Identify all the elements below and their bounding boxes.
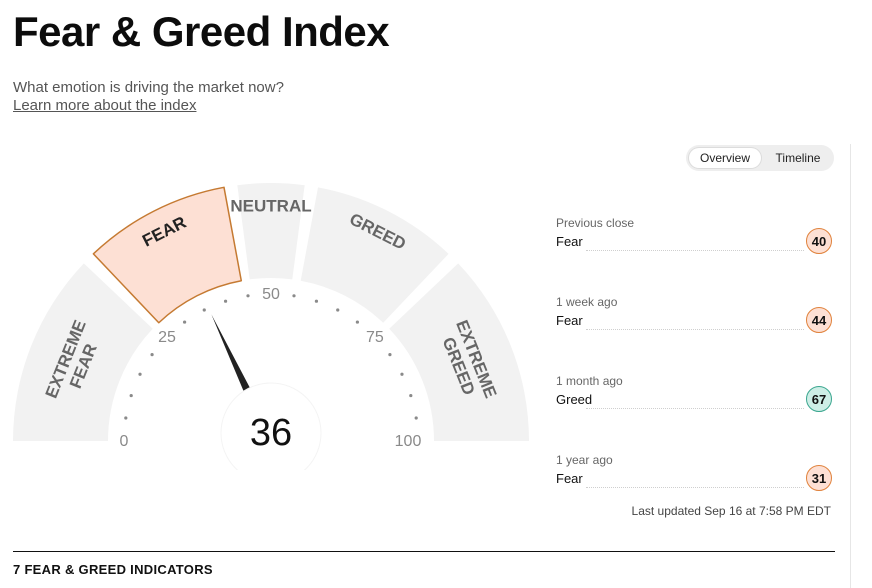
scale-dot: [202, 308, 206, 312]
scale-dot: [336, 308, 340, 312]
gauge-segment-fear: [92, 186, 243, 324]
history-item-previous-close: Previous close Fear 40: [556, 216, 832, 264]
gauge-value: 36: [250, 412, 292, 454]
history-label: Previous close: [556, 216, 635, 230]
gauge-center-bubble: [220, 382, 322, 470]
scale-dot: [129, 393, 133, 398]
scale-label: 75: [366, 329, 384, 346]
history-item-1-week: 1 week ago Fear 44: [556, 295, 832, 343]
gauge-segment-label: NEUTRAL: [230, 197, 311, 216]
scale-dot: [355, 320, 360, 324]
history-item-1-year: 1 year ago Fear 31: [556, 453, 832, 501]
scale-dot: [182, 320, 187, 324]
scale-label: 50: [262, 286, 280, 303]
history-label: 1 month ago: [556, 374, 623, 388]
fear-greed-gauge: EXTREMEFEARFEARNEUTRALGREEDEXTREMEGREED0…: [13, 183, 529, 470]
scale-dot: [388, 352, 392, 357]
dotted-leader: [586, 408, 804, 409]
column-divider: [850, 144, 851, 588]
dotted-leader: [586, 250, 804, 251]
dotted-leader: [586, 329, 804, 330]
scale-dot: [414, 416, 418, 420]
tab-overview[interactable]: Overview: [689, 148, 761, 168]
scale-label: 0: [120, 433, 129, 450]
scale-dot: [400, 372, 404, 376]
gauge-segment-greed: [300, 187, 449, 323]
history-value-badge: 40: [806, 228, 832, 254]
history-sentiment: Fear: [556, 234, 583, 249]
history-sentiment: Greed: [556, 392, 593, 407]
page-subtitle: What emotion is driving the market now?: [13, 79, 284, 96]
dotted-leader: [586, 487, 804, 488]
history-sentiment: Fear: [556, 471, 583, 486]
scale-dot: [138, 372, 142, 376]
last-updated: Last updated Sep 16 at 7:58 PM EDT: [631, 504, 831, 518]
section-divider: [13, 551, 835, 552]
scale-dot: [124, 416, 128, 420]
gauge-segment-extreme-greed: [389, 263, 529, 441]
page-title: Fear & Greed Index: [13, 8, 390, 55]
history-value-badge: 31: [806, 465, 832, 491]
indicators-heading: 7 FEAR & GREED INDICATORS: [13, 562, 213, 577]
scale-label: 25: [158, 329, 176, 346]
history-item-1-month: 1 month ago Greed 67: [556, 374, 832, 422]
scale-label: 100: [395, 433, 422, 450]
history-label: 1 year ago: [556, 453, 613, 467]
scale-dot: [246, 294, 250, 298]
tab-timeline[interactable]: Timeline: [775, 151, 821, 165]
view-toggle: Overview Timeline: [686, 145, 834, 171]
scale-dot: [223, 299, 228, 303]
history-label: 1 week ago: [556, 295, 618, 309]
learn-more-link[interactable]: Learn more about the index: [13, 97, 197, 114]
history-value-badge: 44: [806, 307, 832, 333]
scale-dot: [314, 299, 319, 303]
scale-dot: [409, 393, 413, 398]
history-sentiment: Fear: [556, 313, 583, 328]
gauge-segment-neutral: [237, 183, 305, 280]
history-value-badge: 67: [806, 386, 832, 412]
scale-dot: [150, 352, 154, 357]
gauge-segment-extreme-fear: [13, 263, 153, 441]
scale-dot: [292, 294, 296, 298]
